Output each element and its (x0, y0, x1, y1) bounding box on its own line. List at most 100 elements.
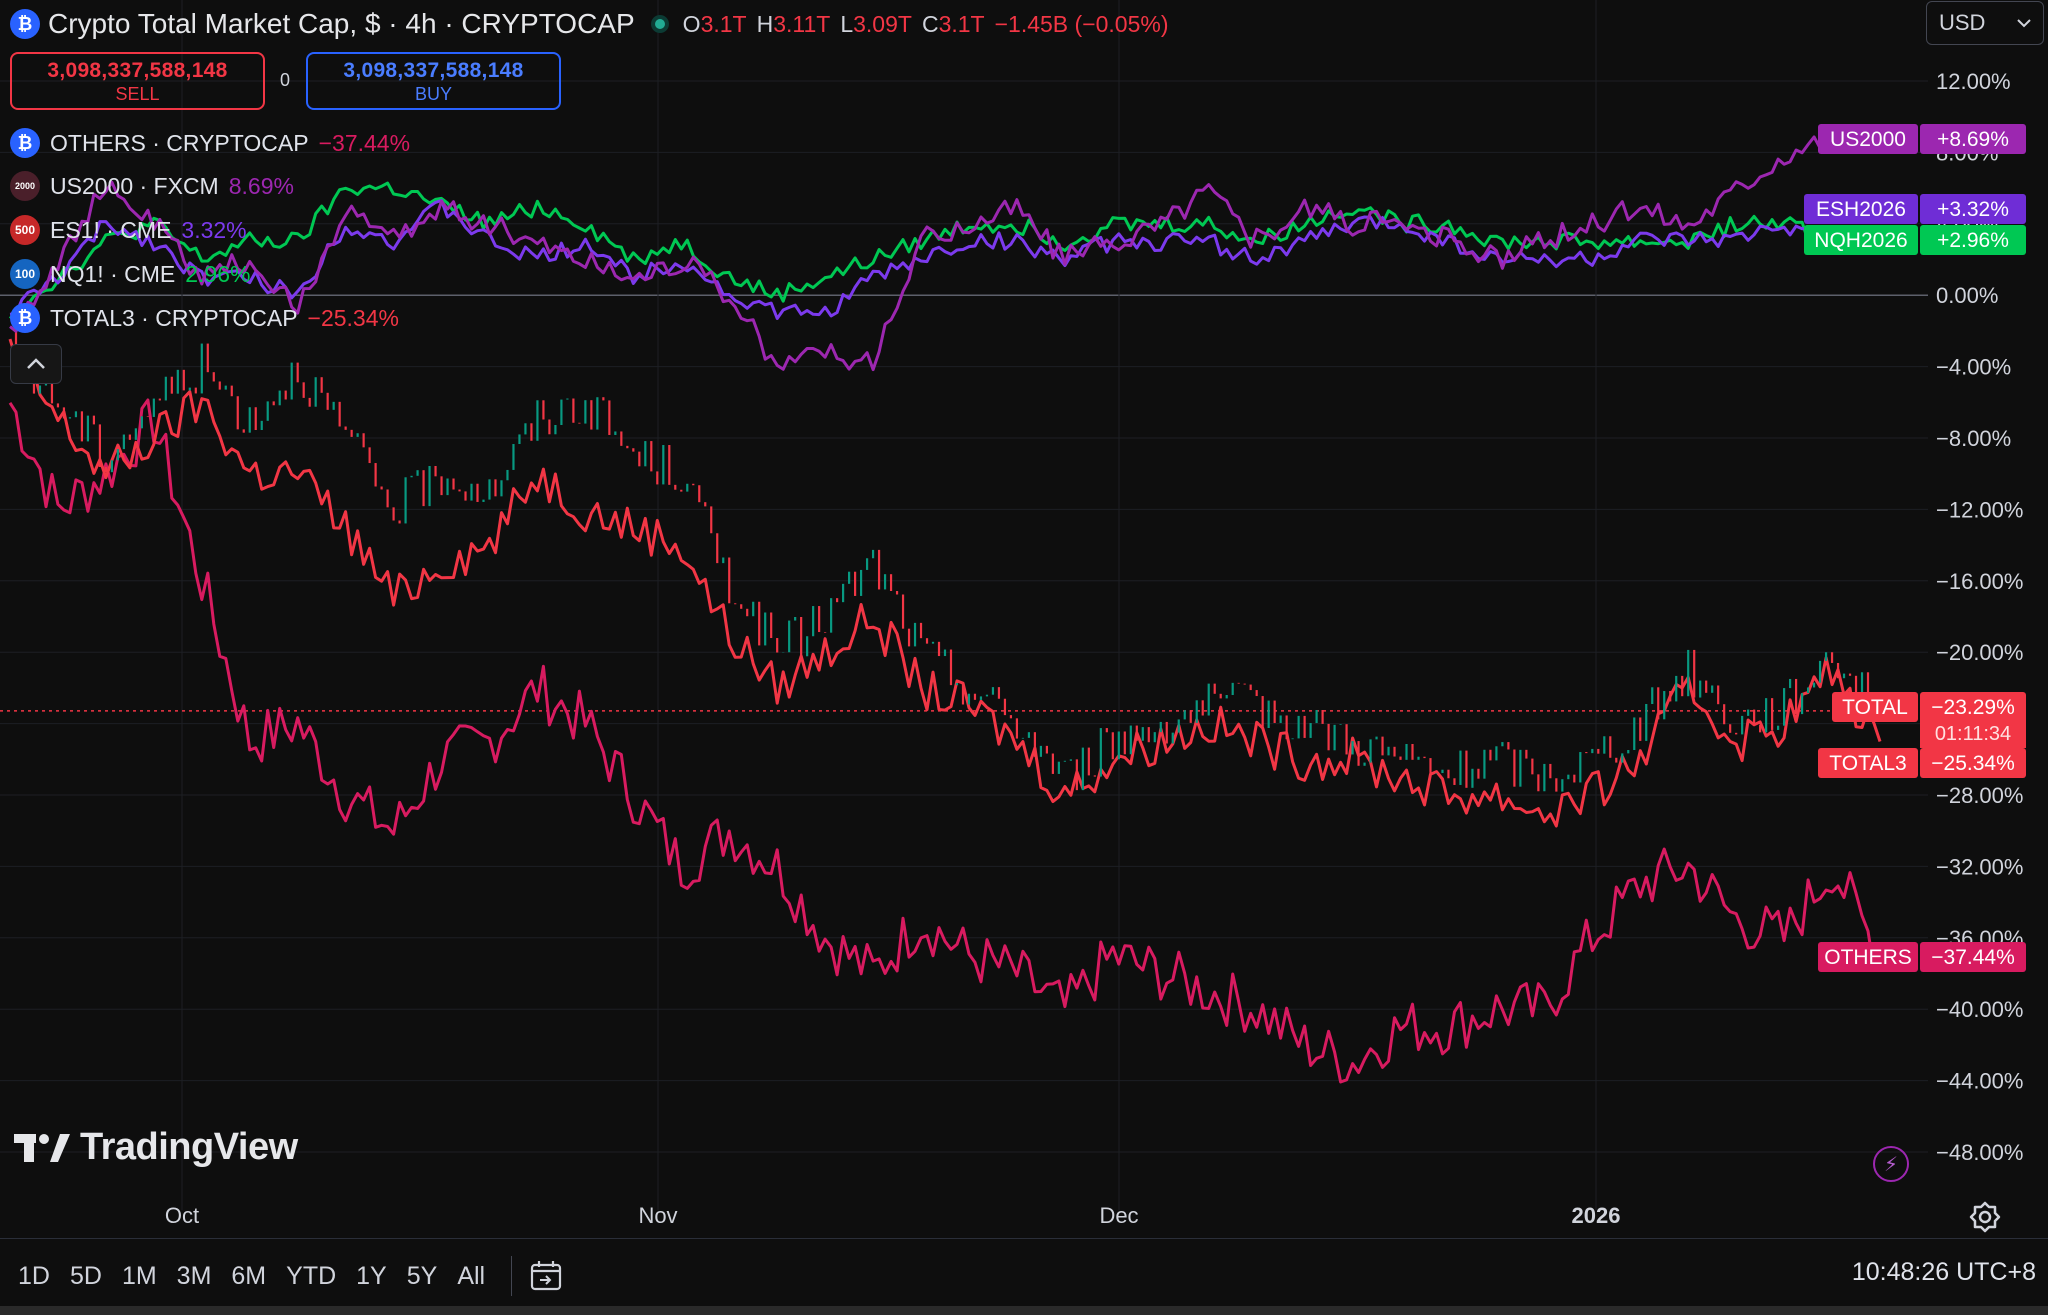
end-label-value: −25.34% (1931, 752, 2015, 775)
x-tick-label: Nov (638, 1203, 677, 1228)
ohlc-open: 3.1T (700, 10, 747, 37)
end-label-value-bg (1920, 942, 2026, 972)
range-6m-button[interactable]: 6M (231, 1261, 267, 1290)
series-lines (8, 126, 1882, 1084)
currency-value: USD (1939, 10, 1986, 35)
legend-name: US2000 · FXCM (50, 172, 219, 199)
symbol-title[interactable]: Crypto Total Market Cap, $ · 4h · CRYPTO… (48, 8, 635, 39)
es1-symbol-icon: 500 (10, 215, 40, 245)
collapse-legend-button[interactable] (10, 344, 62, 384)
end-label-name-bg (1804, 225, 1918, 255)
end-label-name: NQH2026 (1814, 229, 1907, 252)
ohlc-close-label: C (921, 10, 939, 37)
sell-label: SELL (115, 84, 160, 104)
bar-countdown: 01:11:34 (1935, 723, 2011, 745)
range-divider (511, 1256, 513, 1296)
legend-name: OTHERS · CRYPTOCAP (50, 129, 309, 156)
series-line-nqh2026 (8, 181, 1882, 320)
buy-button[interactable]: 3,098,337,588,148 BUY (306, 52, 561, 110)
end-label-name: OTHERS (1824, 946, 1912, 969)
legend-value: 8.69% (228, 172, 294, 199)
y-tick-label: −28.00% (1936, 783, 2023, 808)
ohlc-open-label: O (682, 10, 701, 37)
legend-name: TOTAL3 · CRYPTOCAP (50, 304, 298, 331)
chevron-up-icon (27, 358, 45, 369)
series-line-total3 (8, 338, 1882, 828)
bitcoin-icon: ₿ (10, 9, 40, 39)
ohlc-low-label: L (840, 10, 854, 37)
currency-select[interactable]: USD (1926, 1, 2044, 45)
series-end-labels: US2000 +8.69% ESH2026 +3.32% NQH2026 +2.96% TO… (1804, 124, 2026, 972)
legend-name: NQ1! · CME (50, 260, 176, 287)
end-label-value: −23.29% (1931, 696, 2015, 719)
y-tick-label: −44.00% (1936, 1069, 2023, 1094)
ohlc-values: O3.1T H3.11T L3.09T C3.1T −1.45B (−0.05%… (683, 11, 1169, 38)
end-label-value: −37.44% (1931, 946, 2015, 969)
end-label-value-bg (1920, 194, 2026, 224)
range-ytd-button[interactable]: YTD (286, 1261, 337, 1290)
range-3m-button[interactable]: 3M (176, 1261, 212, 1290)
sell-button[interactable]: 3,098,337,588,148 SELL (10, 52, 265, 110)
lightning-icon[interactable]: ⚡ (1873, 1146, 1909, 1182)
end-label-name: US2000 (1830, 128, 1906, 151)
bottom-toolbar-divider (0, 1238, 2048, 1239)
y-tick-label: −32.00% (1936, 854, 2023, 879)
sell-price: 3,098,337,588,148 (47, 59, 228, 82)
legend-row-us2000[interactable]: 2000 US2000 · FXCM 8.69% (10, 169, 294, 203)
market-status-icon (650, 15, 669, 33)
watermark-text: TradingView (80, 1126, 298, 1168)
legend-value: −25.34% (307, 304, 399, 331)
y-tick-label: −8.00% (1936, 426, 2011, 451)
go-to-date-icon[interactable] (528, 1258, 564, 1294)
y-tick-label: −48.00% (1936, 1140, 2023, 1165)
y-tick-label: 12.00% (1936, 69, 2011, 94)
ohlc-high-label: H (756, 10, 774, 37)
legend-row-total3[interactable]: ₿ TOTAL3 · CRYPTOCAP −25.34% (10, 301, 399, 335)
tradingview-watermark: TradingView (14, 1126, 298, 1169)
legend-row-others[interactable]: ₿ OTHERS · CRYPTOCAP −37.44% (10, 126, 410, 160)
total3-symbol-icon: ₿ (10, 303, 40, 333)
legend-name: ES1! · CME (50, 216, 172, 243)
ohlc-low: 3.09T (853, 10, 912, 37)
end-label-name-bg (1832, 692, 1918, 722)
legend-value: 2.96% (185, 260, 251, 287)
legend-row-nq1[interactable]: 100 NQ1! · CME 2.96% (10, 257, 250, 291)
price-axis: 12.00%8.00%4.00%0.00%−4.00%−8.00%−12.00%… (165, 69, 2024, 1228)
clock-timezone[interactable]: 10:48:26 UTC+8 (1851, 1258, 2036, 1286)
end-label-name: TOTAL3 (1829, 752, 1906, 775)
range-5y-button[interactable]: 5Y (406, 1261, 438, 1290)
legend-value: 3.32% (181, 216, 247, 243)
end-label-value-bg (1920, 748, 2026, 778)
x-tick-label: 2026 (1572, 1203, 1621, 1228)
range-1d-button[interactable]: 1D (18, 1261, 50, 1290)
end-label-value-bg (1920, 124, 2026, 154)
buy-label: BUY (414, 84, 452, 104)
y-tick-label: −40.00% (1936, 997, 2023, 1022)
end-label-name: ESH2026 (1816, 198, 1906, 221)
buy-price: 3,098,337,588,148 (343, 59, 524, 82)
others-symbol-icon: ₿ (10, 128, 40, 158)
chart-area[interactable]: 12.00%8.00%4.00%0.00%−4.00%−8.00%−12.00%… (0, 0, 2048, 1240)
range-all-button[interactable]: All (457, 1261, 486, 1290)
end-label-value-bg (1920, 692, 2026, 722)
range-5d-button[interactable]: 5D (69, 1261, 102, 1290)
y-tick-label: −12.00% (1936, 497, 2023, 522)
ohlc-change: −1.45B (−0.05%) (994, 10, 1169, 37)
range-1m-button[interactable]: 1M (121, 1261, 157, 1290)
legend-row-es1[interactable]: 500 ES1! · CME 3.32% (10, 213, 247, 247)
nq1-symbol-icon: 100 (10, 259, 40, 289)
y-tick-label: 0.00% (1936, 283, 1998, 308)
chart-header: ₿ Crypto Total Market Cap, $ · 4h · CRYP… (10, 4, 1169, 44)
gear-icon[interactable] (1968, 1200, 2002, 1234)
us2000-symbol-icon: 2000 (10, 171, 40, 201)
end-label-name-bg (1818, 748, 1918, 778)
range-1y-button[interactable]: 1Y (356, 1261, 387, 1290)
chevron-down-icon (2017, 18, 2031, 27)
ohlc-close: 3.1T (938, 10, 985, 37)
end-label-name-bg (1818, 942, 1918, 972)
end-label-value-bg (1920, 225, 2026, 255)
end-label-name: TOTAL (1842, 696, 1908, 719)
x-tick-label: Oct (165, 1203, 199, 1228)
countdown-bg (1920, 718, 2026, 748)
end-label-name-bg (1804, 194, 1918, 224)
